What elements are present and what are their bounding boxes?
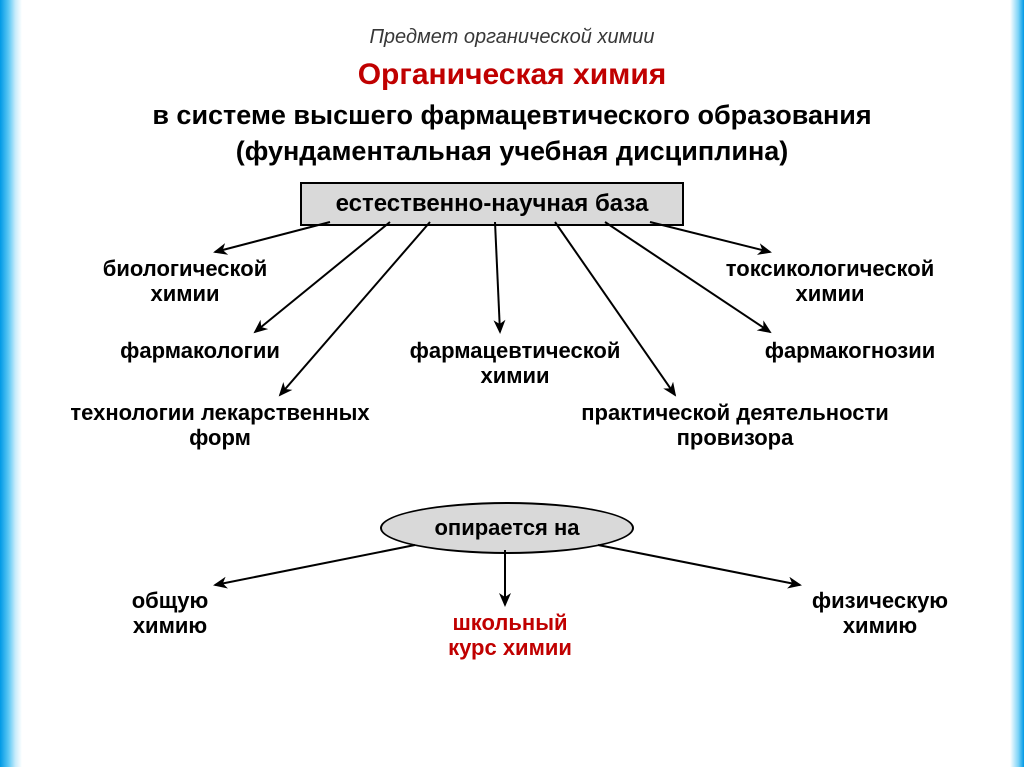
ellipse: опирается на: [380, 502, 634, 554]
slide-title: Предмет органической химии: [0, 26, 1024, 49]
branch-top-4: фармакогнозии: [740, 338, 960, 363]
heading-red: Органическая химия: [0, 58, 1024, 92]
branch-bottom-2: физическуюхимию: [790, 588, 970, 639]
heading-sub1: в системе высшего фармацевтического обра…: [0, 100, 1024, 131]
branch-top-2: фармакологии: [100, 338, 300, 363]
branch-bottom-0: общуюхимию: [100, 588, 240, 639]
branch-top-5: технологии лекарственныхформ: [50, 400, 390, 451]
heading-sub2: (фундаментальная учебная дисциплина): [0, 136, 1024, 167]
ellipse-text: опирается на: [434, 515, 579, 541]
branch-bottom-1: школьныйкурс химии: [420, 610, 600, 661]
branch-top-0: биологическойхимии: [80, 256, 290, 307]
top-box: естественно-научная база: [300, 182, 684, 226]
top-box-text: естественно-научная база: [336, 190, 649, 218]
branch-top-1: токсикологическойхимии: [700, 256, 960, 307]
branch-top-3: фармацевтическойхимии: [390, 338, 640, 389]
branch-top-6: практической деятельностипровизора: [555, 400, 915, 451]
